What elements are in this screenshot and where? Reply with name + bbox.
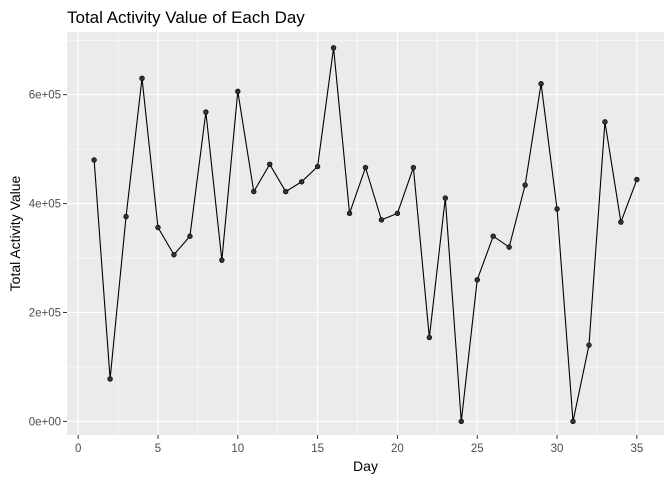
data-point bbox=[107, 376, 113, 382]
data-point bbox=[618, 219, 624, 225]
data-point bbox=[235, 88, 241, 95]
data-point bbox=[378, 217, 385, 223]
data-point bbox=[570, 418, 576, 425]
data-point bbox=[123, 213, 129, 220]
y-axis-title: Total Activity Value bbox=[7, 175, 23, 291]
y-tick-label: 6e+05 bbox=[29, 90, 61, 102]
data-point bbox=[155, 224, 161, 231]
data-point bbox=[282, 188, 289, 195]
data-point bbox=[251, 188, 257, 195]
x-axis-ticks: 0 5 10 15 20 25 30 35 bbox=[75, 435, 643, 455]
data-point bbox=[187, 233, 193, 239]
x-tick-label: 35 bbox=[630, 443, 643, 455]
data-point bbox=[298, 179, 305, 185]
x-tick-label: 20 bbox=[391, 443, 404, 455]
data-point bbox=[442, 195, 449, 201]
data-point bbox=[586, 342, 592, 348]
x-tick-label: 5 bbox=[155, 443, 161, 455]
data-point bbox=[330, 45, 337, 51]
x-tick-label: 30 bbox=[551, 443, 564, 455]
y-tick-label: 2e+05 bbox=[29, 307, 61, 319]
plot-panel bbox=[67, 32, 664, 435]
chart-title: Total Activity Value of Each Day bbox=[67, 8, 305, 27]
data-point bbox=[203, 109, 209, 115]
data-point bbox=[91, 157, 97, 163]
data-point bbox=[314, 163, 321, 170]
grid-major bbox=[67, 32, 664, 435]
data-point bbox=[602, 119, 608, 125]
y-tick-label: 4e+05 bbox=[29, 199, 61, 211]
x-tick-label: 15 bbox=[311, 443, 324, 455]
x-tick-label: 25 bbox=[471, 443, 484, 455]
data-point bbox=[139, 75, 145, 81]
data-point bbox=[219, 257, 225, 263]
data-point bbox=[362, 164, 369, 171]
data-point bbox=[458, 418, 464, 425]
grid-minor bbox=[67, 32, 664, 435]
data-point bbox=[538, 81, 544, 87]
data-point bbox=[394, 210, 401, 217]
y-tick-label: 0e+00 bbox=[29, 416, 61, 428]
data-points bbox=[91, 45, 640, 425]
x-tick-label: 0 bbox=[75, 443, 81, 455]
data-point bbox=[522, 182, 528, 188]
data-point bbox=[267, 161, 273, 168]
data-point bbox=[346, 210, 353, 217]
data-point bbox=[171, 252, 177, 258]
y-axis-ticks: 0e+00 2e+05 4e+05 6e+05 bbox=[29, 90, 67, 428]
data-point bbox=[426, 334, 433, 341]
x-tick-label: 10 bbox=[231, 443, 244, 455]
data-point bbox=[554, 206, 560, 212]
data-point bbox=[410, 164, 417, 171]
data-point bbox=[474, 277, 480, 283]
x-axis-title: Day bbox=[353, 458, 378, 474]
data-point bbox=[490, 233, 496, 239]
data-point bbox=[634, 176, 640, 183]
data-point bbox=[506, 244, 512, 250]
